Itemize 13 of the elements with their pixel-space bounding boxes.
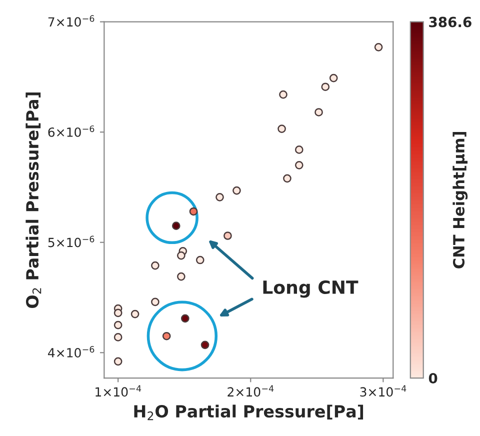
y-axis-title: O$_{2}$ Partial Pressure[Pa] <box>26 92 42 308</box>
x-tick-label: 3×10$^{−4}$ <box>360 385 406 397</box>
x-axis-title: H$_{2}$O Partial Pressure[Pa] <box>134 404 364 420</box>
y-tick-label: 4×10$^{−6}$ <box>48 346 94 358</box>
x-tick-label: 2×10$^{−4}$ <box>228 385 274 397</box>
color-bar-label: 0 <box>428 372 438 384</box>
x-tick-label: 1×10$^{−4}$ <box>96 385 142 397</box>
y-tick-label: 6×10$^{−6}$ <box>48 125 94 137</box>
y-tick-label: 5×10$^{−6}$ <box>48 236 94 248</box>
annotation: Long CNT <box>263 280 358 298</box>
color-bar-title: CNT Height[μm] <box>452 132 468 268</box>
y-tick-label: 7×10$^{−6}$ <box>48 15 94 27</box>
color-bar-label: 386.6 <box>429 16 472 28</box>
